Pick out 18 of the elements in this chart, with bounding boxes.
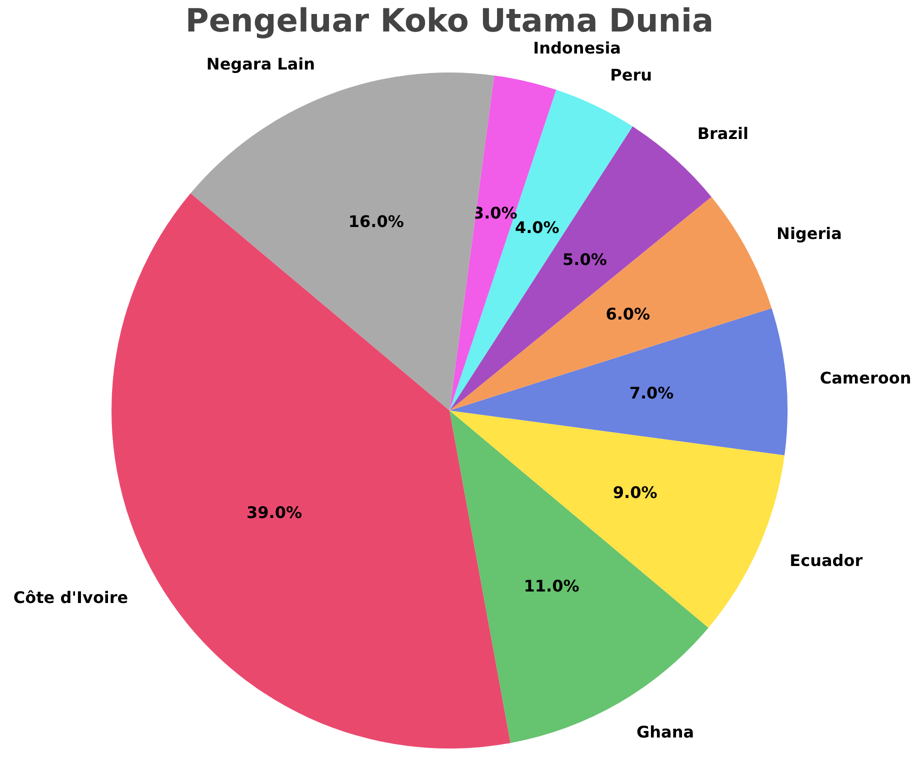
slice-label: Indonesia	[533, 38, 621, 58]
data-label: 9.0%	[612, 482, 658, 502]
data-label: 39.0%	[246, 503, 302, 522]
slice-label: Negara Lain	[206, 54, 316, 74]
slice-label: Peru	[610, 66, 652, 85]
slice-label: Nigeria	[776, 224, 842, 244]
data-label: 7.0%	[629, 383, 674, 402]
chart-title: Pengeluar Koko Utama Dunia	[185, 2, 714, 40]
data-label: 5.0%	[562, 250, 607, 269]
slice-label: Brazil	[697, 124, 748, 143]
slice-label: Ecuador	[790, 551, 863, 570]
data-label: 6.0%	[606, 304, 650, 324]
slice-label: Cameroon	[820, 368, 912, 388]
slice-label: Ghana	[636, 722, 694, 742]
slice-label: Côte d'Ivoire	[13, 588, 128, 608]
data-label: 16.0%	[348, 212, 404, 231]
data-label: 4.0%	[514, 218, 560, 238]
data-label: 11.0%	[524, 576, 580, 596]
